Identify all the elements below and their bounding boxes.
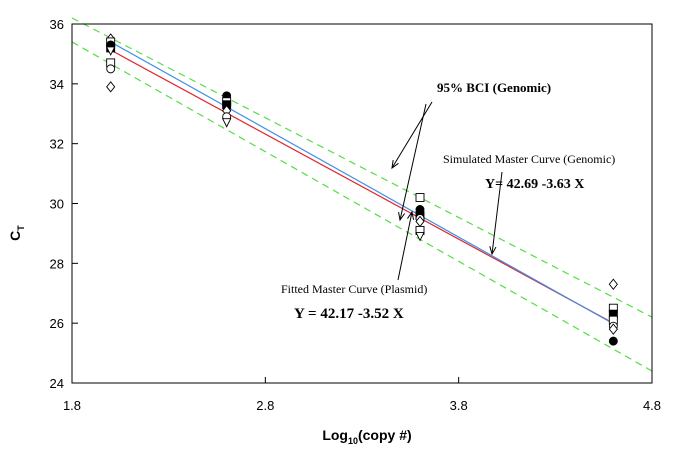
data-point — [415, 231, 425, 242]
simulated-curve-equation: Y= 42.69 -3.63 X — [485, 177, 584, 192]
data-point — [415, 193, 425, 202]
fitted-arrow — [397, 211, 413, 281]
bci-arrow-lower-head — [398, 212, 406, 222]
y-tick-label: 26 — [50, 316, 64, 331]
simulated-arrow-head — [489, 246, 497, 256]
bci-arrow-upper-head — [391, 160, 399, 170]
axis-ticks: 1.8 2.8 3.8 4.8 24 26 28 30 32 34 36 — [50, 17, 662, 413]
plot-frame — [71, 23, 653, 384]
x-axis-title-sub: 10 — [348, 436, 358, 446]
data-points — [105, 33, 618, 346]
series-lines — [71, 17, 653, 372]
fitted-arrow-head — [407, 210, 415, 220]
bci-annotation: 95% BCI (Genomic) — [437, 80, 551, 95]
y-tick-label: 36 — [50, 17, 64, 32]
data-point — [105, 46, 116, 56]
x-axis-title-rest: (copy #) — [358, 427, 412, 443]
x-tick-label: 2.8 — [256, 398, 274, 413]
y-tick-label: 24 — [50, 376, 64, 391]
data-point — [106, 81, 116, 93]
fitted-curve-equation: Y = 42.17 -3.52 X — [294, 306, 404, 322]
bci-lower-line — [71, 41, 653, 372]
data-point — [221, 118, 232, 128]
fitted-curve-line — [110, 49, 614, 324]
x-tick-label: 1.8 — [63, 398, 81, 413]
y-axis-title: CT — [7, 225, 26, 241]
y-axis-title-main: C — [7, 231, 23, 241]
data-point — [608, 336, 618, 346]
bci-arrow-upper — [391, 101, 433, 169]
bci-arrow-lower — [399, 103, 427, 221]
y-axis-title-sub: T — [16, 225, 26, 231]
bci-upper-line — [71, 17, 653, 318]
data-point — [608, 323, 618, 335]
data-point — [608, 278, 618, 290]
data-point — [106, 64, 116, 74]
y-tick-label: 28 — [50, 256, 64, 271]
y-tick-label: 34 — [50, 77, 64, 92]
x-tick-label: 4.8 — [643, 398, 661, 413]
simulated-curve-line — [110, 41, 614, 325]
y-tick-label: 30 — [50, 197, 64, 212]
x-axis-title-main: Log — [322, 427, 348, 443]
fitted-curve-label: Fitted Master Curve (Plasmid) — [281, 282, 427, 296]
simulated-arrow — [491, 171, 503, 255]
x-axis-title: Log10(copy #) — [322, 427, 411, 446]
x-tick-label: 3.8 — [450, 398, 468, 413]
simulated-curve-label: Simulated Master Curve (Genomic) — [443, 152, 615, 166]
y-tick-label: 32 — [50, 137, 64, 152]
annotation-arrows — [391, 101, 503, 281]
